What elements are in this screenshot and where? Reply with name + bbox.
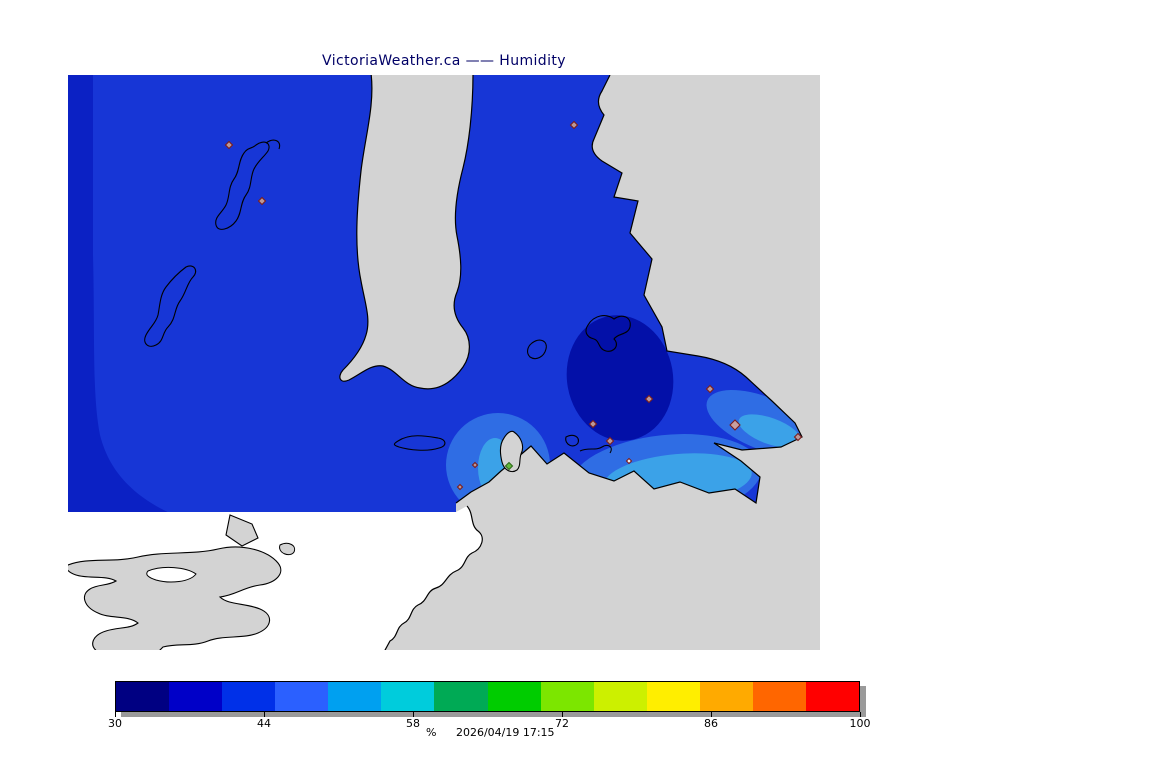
colorbar-caption: % 2026/04/19 17:15: [426, 726, 555, 739]
south-island-lake: [146, 566, 197, 583]
station-marker-diamond-icon: [569, 120, 579, 130]
humidity-region-lowest-blob: [566, 315, 674, 441]
station-markers: [224, 120, 803, 491]
island-outline: [144, 265, 197, 347]
station-marker-diamond-icon: [257, 196, 267, 206]
station-marker-diamond-icon: [644, 394, 654, 404]
colorbar-segment: [646, 682, 700, 711]
colorbar-segment: [222, 682, 276, 711]
colorbar-segment: [381, 682, 435, 711]
station-marker-diamond-icon: [705, 384, 715, 394]
peninsula-landmass: [339, 75, 474, 390]
island-outline: [265, 139, 281, 150]
coastline-path: [455, 75, 803, 505]
station-marker-diamond-icon: [793, 432, 803, 442]
station-marker-diamond-icon: [471, 461, 479, 469]
colorbar-tick: [562, 712, 563, 717]
bay-landform: [499, 430, 524, 473]
colorbar-tick: [711, 712, 712, 717]
colorbar-segment: [699, 682, 753, 711]
colorbar-segment: [328, 682, 382, 711]
south-island-small: [225, 514, 259, 547]
colorbar-tick: [413, 712, 414, 717]
colorbar-segment: [806, 682, 860, 711]
colorbar-tick-label: 44: [257, 717, 271, 730]
colorbar: [115, 681, 860, 712]
colorbar-tick-label: 86: [704, 717, 718, 730]
station-marker-diamond-icon: [224, 140, 234, 150]
island-outline: [565, 434, 579, 447]
colorbar-tick: [115, 712, 116, 717]
island-outline: [393, 435, 446, 451]
colorbar-segment: [116, 682, 170, 711]
colorbar-segment: [540, 682, 594, 711]
island-outlines: [144, 139, 631, 454]
south-islet: [279, 542, 296, 556]
station-marker-diamond-icon: [456, 483, 464, 491]
island-outline: [585, 315, 631, 352]
colorbar-segment: [275, 682, 329, 711]
humidity-region-low-west: [68, 75, 174, 512]
colorbar-segment: [434, 682, 488, 711]
colorbar-segment: [752, 682, 807, 711]
south-island-large: [68, 546, 282, 650]
map-title: VictoriaWeather.ca —— Humidity: [322, 53, 566, 69]
colorbar-segment: [487, 682, 541, 711]
colorbar-scale: 30 44 58 72 86 100: [108, 712, 871, 734]
colorbar-tick-label: 58: [406, 717, 420, 730]
station-marker-diamond-icon: [588, 419, 598, 429]
island-outline: [579, 444, 612, 454]
colorbar-gradient: [115, 681, 860, 712]
station-marker-diamond-icon: [729, 419, 741, 431]
colorbar-unit-label: %: [426, 726, 437, 739]
station-marker-diamond-icon: [625, 457, 633, 465]
station-marker-diamond-icon: [605, 436, 615, 446]
colorbar-tick-label: 100: [849, 717, 871, 730]
island-outline: [215, 141, 270, 230]
colorbar-tick: [264, 712, 265, 717]
map-svg: [68, 75, 820, 650]
station-marker-diamond-icon: [504, 461, 514, 471]
colorbar-tick-label: 30: [108, 717, 122, 730]
south-coastline: [384, 505, 483, 650]
weather-map: [68, 75, 820, 650]
colorbar-tick: [860, 712, 861, 717]
colorbar-segment: [593, 682, 647, 711]
colorbar-tick-label: 72: [555, 717, 569, 730]
colorbar-segment: [169, 682, 223, 711]
island-outline: [527, 339, 547, 360]
humidity-region-highest-arm: [738, 414, 802, 448]
timestamp: 2026/04/19 17:15: [455, 726, 555, 739]
